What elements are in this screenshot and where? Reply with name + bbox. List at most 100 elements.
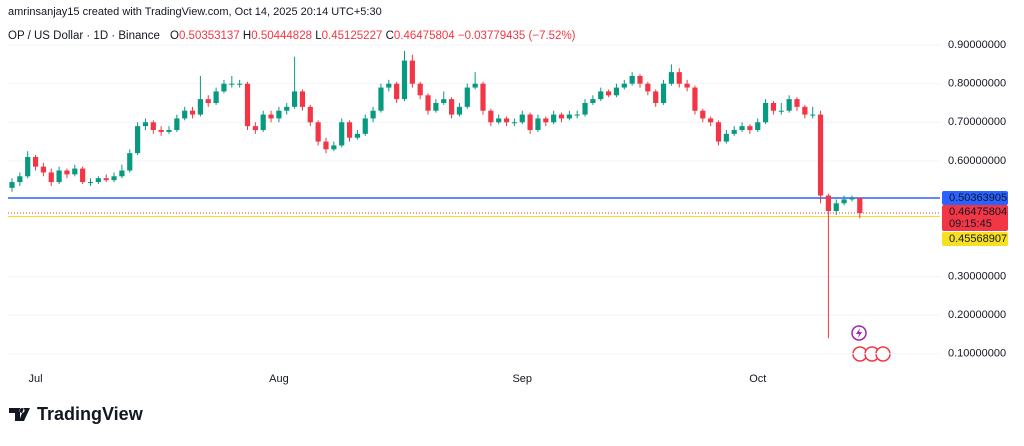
candle-body bbox=[64, 170, 70, 175]
ohlc-value: 0.50444828 bbox=[251, 30, 312, 42]
candle-body bbox=[9, 182, 15, 188]
y-tick-label: 0.30000000 bbox=[948, 270, 1006, 282]
ohlc-key: C bbox=[386, 30, 394, 42]
candle-body bbox=[849, 198, 855, 200]
candle-body bbox=[786, 99, 792, 111]
y-tick-label: 0.20000000 bbox=[948, 309, 1006, 321]
candle-body bbox=[346, 122, 353, 138]
candle-body bbox=[723, 133, 729, 142]
candle-body bbox=[284, 106, 290, 111]
candle-body bbox=[747, 126, 753, 130]
candle-body bbox=[511, 122, 517, 124]
candle-body bbox=[119, 170, 125, 177]
candle-body bbox=[692, 87, 698, 111]
candle-body bbox=[441, 99, 447, 103]
candle-body bbox=[519, 114, 525, 123]
price-badge bbox=[942, 232, 1008, 247]
candle-body bbox=[150, 122, 156, 130]
candle-body bbox=[606, 91, 612, 96]
candle-body bbox=[229, 83, 235, 85]
candle-body bbox=[833, 203, 839, 212]
candle-body bbox=[394, 83, 400, 100]
candle-body bbox=[189, 110, 196, 115]
y-tick-label: 0.70000000 bbox=[948, 116, 1006, 128]
candle-body bbox=[386, 83, 392, 88]
candle-body bbox=[174, 118, 180, 130]
x-tick-label: Jul bbox=[29, 373, 43, 385]
brand: TradingView bbox=[37, 404, 144, 424]
candle-body bbox=[857, 198, 863, 214]
price-badge bbox=[942, 191, 1008, 206]
badge-label: 0.46475804 bbox=[949, 206, 1007, 218]
candle-body bbox=[480, 83, 486, 111]
candle-body bbox=[417, 83, 423, 96]
candle-body bbox=[331, 145, 337, 150]
candle-body bbox=[103, 178, 109, 181]
ohlc-key: L bbox=[315, 30, 322, 42]
candle-body bbox=[268, 114, 274, 119]
candle-body bbox=[299, 91, 306, 107]
candle-body bbox=[676, 72, 682, 84]
x-tick-label: Oct bbox=[749, 373, 766, 385]
candle-body bbox=[276, 110, 282, 119]
candle-body bbox=[135, 126, 141, 154]
candle-body bbox=[558, 114, 565, 119]
candle-body bbox=[260, 114, 266, 130]
price-badge bbox=[942, 205, 1008, 232]
candle-body bbox=[621, 83, 627, 88]
candle-body bbox=[825, 195, 831, 212]
candle-body bbox=[323, 141, 329, 150]
candle-body bbox=[378, 87, 384, 111]
candle-body bbox=[25, 156, 31, 177]
candle-body bbox=[653, 91, 659, 103]
candle-body bbox=[527, 114, 533, 130]
candle-body bbox=[802, 106, 808, 115]
candle-body bbox=[668, 72, 674, 84]
candle-body bbox=[401, 60, 408, 100]
candle-body bbox=[315, 122, 321, 142]
candle-body bbox=[433, 102, 439, 111]
candle-body bbox=[503, 118, 510, 123]
candle-body bbox=[370, 110, 376, 119]
candle-body bbox=[496, 118, 502, 123]
candle-body bbox=[637, 75, 643, 84]
candle-body bbox=[574, 114, 580, 116]
candle-body bbox=[770, 102, 777, 111]
candle-body bbox=[166, 129, 172, 132]
x-tick-label: Sep bbox=[512, 373, 532, 385]
candle-body bbox=[464, 87, 470, 107]
candle-body bbox=[700, 110, 706, 119]
candle-body bbox=[660, 83, 667, 103]
candle-body bbox=[582, 102, 588, 115]
header: amrinsanjay15 created with TradingView.c… bbox=[8, 6, 382, 18]
ohlc-value: 0.45125227 bbox=[322, 30, 383, 42]
change: −0.03779435 (−7.52%) bbox=[458, 30, 576, 42]
candle-body bbox=[708, 118, 714, 123]
candle-body bbox=[551, 114, 557, 123]
candle-body bbox=[362, 118, 368, 134]
symbol-title: OP / US Dollar · 1D · Binance bbox=[8, 30, 160, 42]
candle-body bbox=[613, 87, 620, 96]
candle-body bbox=[213, 91, 219, 103]
candle-body bbox=[425, 95, 431, 111]
candle-body bbox=[794, 99, 800, 107]
candle-body bbox=[307, 106, 313, 123]
candle-body bbox=[221, 83, 227, 92]
candle-body bbox=[684, 83, 690, 88]
candle-body bbox=[817, 114, 824, 196]
candle-body bbox=[205, 99, 211, 103]
candle-body bbox=[48, 172, 54, 183]
candle-body bbox=[32, 156, 39, 167]
candle-body bbox=[763, 102, 769, 123]
badge-label: 0.50363905 bbox=[949, 192, 1007, 204]
x-tick-label: Aug bbox=[269, 373, 289, 385]
ohlc-value: 0.50353137 bbox=[179, 30, 240, 42]
candle-body bbox=[841, 199, 847, 204]
candle-body bbox=[72, 168, 78, 175]
candle-body bbox=[127, 153, 133, 171]
y-tick-label: 0.10000000 bbox=[948, 348, 1006, 360]
ohlc-legend: O0.50353137 H0.50444828 L0.45125227 C0.4… bbox=[170, 30, 576, 42]
candle-body bbox=[810, 114, 816, 116]
y-tick-label: 0.80000000 bbox=[948, 78, 1006, 90]
